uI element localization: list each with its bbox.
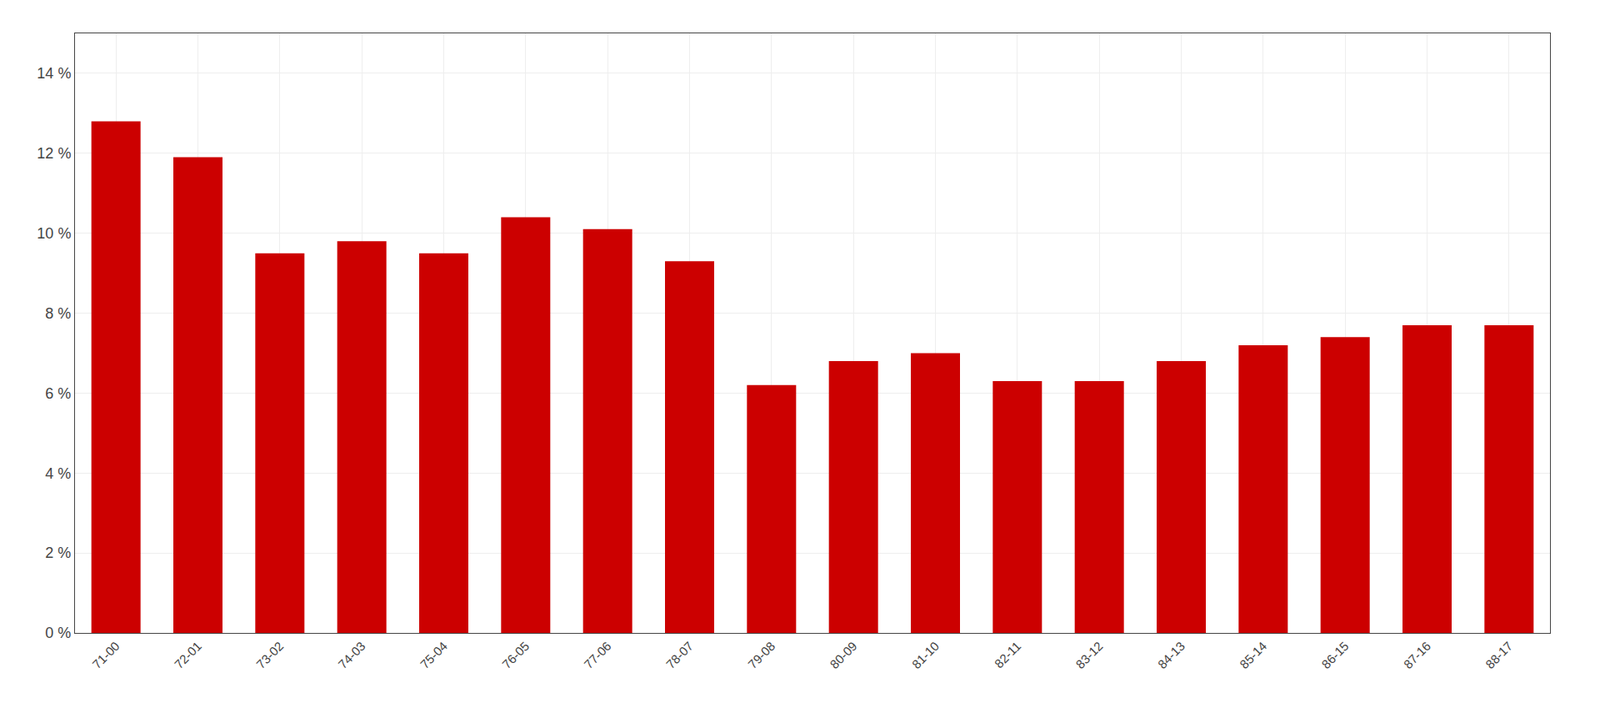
- svg-text:2 %: 2 %: [45, 544, 71, 561]
- svg-text:10 %: 10 %: [36, 225, 71, 242]
- svg-text:82-11: 82-11: [991, 638, 1024, 670]
- svg-text:6 %: 6 %: [45, 385, 71, 402]
- svg-text:75-04: 75-04: [417, 638, 450, 671]
- svg-text:79-08: 79-08: [745, 638, 778, 671]
- svg-text:78-07: 78-07: [663, 638, 696, 671]
- svg-text:14 %: 14 %: [36, 65, 71, 82]
- svg-text:88-17: 88-17: [1482, 638, 1515, 671]
- svg-text:86-15: 86-15: [1318, 638, 1351, 671]
- svg-text:8 %: 8 %: [45, 305, 71, 322]
- svg-text:81-10: 81-10: [909, 638, 942, 671]
- svg-text:83-12: 83-12: [1072, 638, 1105, 671]
- svg-text:84-13: 84-13: [1155, 638, 1188, 671]
- svg-text:4 %: 4 %: [45, 465, 71, 482]
- svg-text:0 %: 0 %: [45, 624, 71, 641]
- svg-text:77-06: 77-06: [580, 638, 614, 671]
- svg-text:73-02: 73-02: [253, 638, 286, 671]
- svg-text:76-05: 76-05: [499, 638, 532, 671]
- svg-text:71-00: 71-00: [89, 638, 122, 671]
- svg-text:72-01: 72-01: [171, 638, 205, 671]
- svg-text:80-09: 80-09: [826, 638, 860, 671]
- svg-text:74-03: 74-03: [335, 638, 368, 671]
- svg-text:85-14: 85-14: [1236, 638, 1270, 671]
- svg-text:12 %: 12 %: [36, 145, 71, 162]
- svg-text:87-16: 87-16: [1400, 638, 1434, 671]
